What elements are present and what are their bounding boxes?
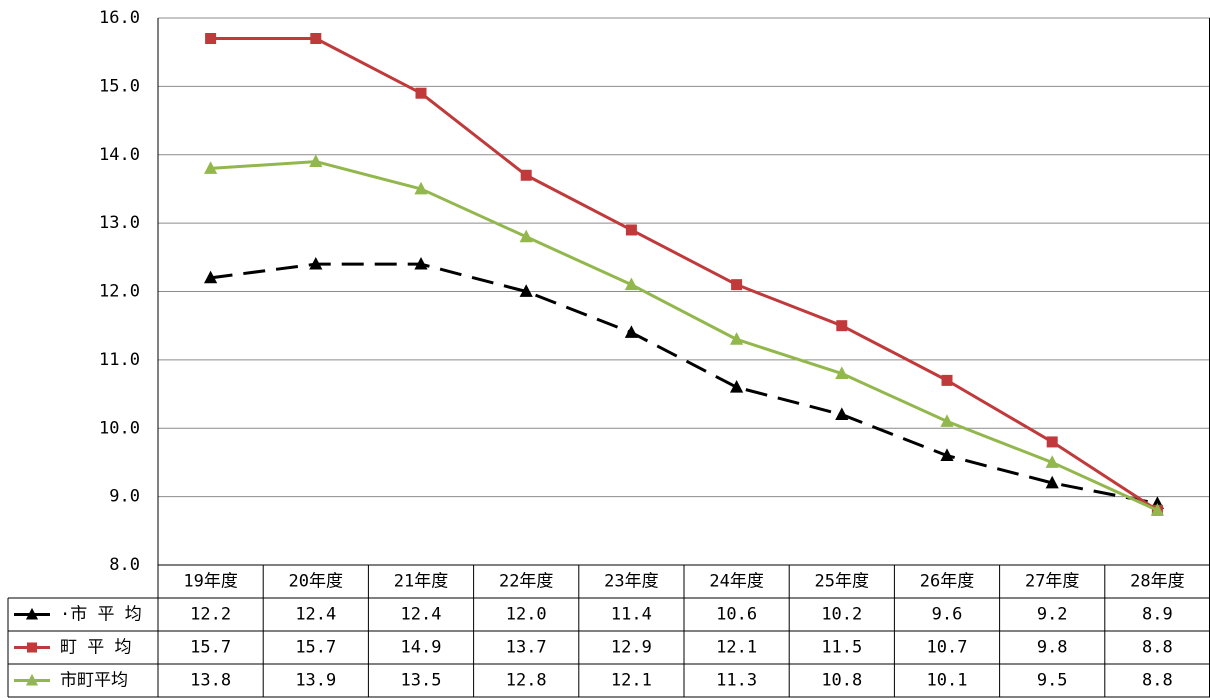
data-label: 9.5 [1037,671,1068,691]
x-category-label: 20年度 [289,572,343,592]
y-tick-label: 15.0 [99,76,140,96]
y-tick-label: 8.0 [109,555,140,575]
data-label: 15.7 [190,638,231,658]
x-category-label: 27年度 [1025,572,1079,592]
legend-label: ·市 平 均 [60,605,142,625]
series-line [210,262,1158,505]
data-label: 12.1 [611,671,652,691]
data-point [1150,503,1164,516]
y-tick-label: 13.0 [99,213,140,233]
data-point [624,277,638,291]
data-label: 11.4 [611,605,652,625]
legend-marker [25,607,39,620]
x-category-label: 26年度 [920,572,974,592]
data-label: 10.6 [716,605,757,625]
y-tick-label: 12.0 [99,282,140,302]
data-label: 13.9 [295,671,336,691]
data-point [835,366,849,379]
data-point [1045,455,1059,468]
data-label: 14.9 [401,638,442,658]
data-point [940,448,954,461]
data-label: 12.4 [295,605,336,625]
data-label: 13.5 [401,671,442,691]
data-point [1046,436,1058,448]
y-tick-label: 9.0 [109,487,140,507]
data-label: 10.7 [927,638,968,658]
data-point [205,33,217,45]
data-point [835,407,849,420]
data-point [204,270,218,284]
data-point [520,169,532,181]
data-point [730,332,744,345]
x-category-label: 21年度 [394,572,448,592]
x-category-label: 22年度 [499,572,553,592]
y-tick-label: 10.0 [99,418,140,438]
y-tick-label: 11.0 [99,350,140,370]
series-line [210,160,1159,512]
data-label: 13.7 [506,638,547,658]
series-line [210,37,1159,512]
data-point [731,279,743,291]
data-point [1045,475,1059,489]
data-point [414,256,428,270]
legend-label: 市町平均 [60,671,128,691]
data-label: 12.0 [506,605,547,625]
x-category-label: 23年度 [604,572,658,592]
data-label: 12.4 [401,605,442,625]
data-label: 10.1 [927,671,968,691]
data-label: 8.8 [1142,671,1173,691]
data-point [310,33,322,45]
data-label: 10.2 [821,605,862,625]
data-label: 12.2 [190,605,231,625]
data-label: 8.9 [1142,605,1173,625]
data-point [519,284,533,297]
x-category-label: 19年度 [183,572,237,592]
y-tick-label: 14.0 [99,145,140,165]
data-label: 15.7 [295,638,336,658]
data-label: 9.2 [1037,605,1068,625]
data-label: 13.8 [190,671,231,691]
legend-marker [25,673,39,686]
data-point [625,224,637,236]
x-category-label: 28年度 [1130,572,1184,592]
data-label: 11.5 [821,638,862,658]
data-point [624,325,638,338]
y-tick-label: 16.0 [99,8,140,28]
data-point [204,161,218,174]
data-point [940,414,954,427]
data-point [519,229,533,243]
data-label: 8.8 [1142,638,1173,658]
data-label: 12.8 [506,671,547,691]
data-point [309,256,323,270]
data-label: 9.8 [1037,638,1068,658]
data-point [309,154,323,167]
data-label: 11.3 [716,671,757,691]
data-label: 10.8 [821,671,862,691]
data-label: 12.1 [716,638,757,658]
x-category-label: 24年度 [709,572,763,592]
x-category-label: 25年度 [815,572,869,592]
legend-marker [27,642,37,653]
data-label: 12.9 [611,638,652,658]
data-point [414,181,428,195]
data-point [941,374,953,386]
data-point [836,320,848,332]
data-point [730,380,744,393]
data-point [415,87,427,99]
legend-label: 町 平 均 [60,638,131,658]
data-label: 9.6 [932,605,963,625]
